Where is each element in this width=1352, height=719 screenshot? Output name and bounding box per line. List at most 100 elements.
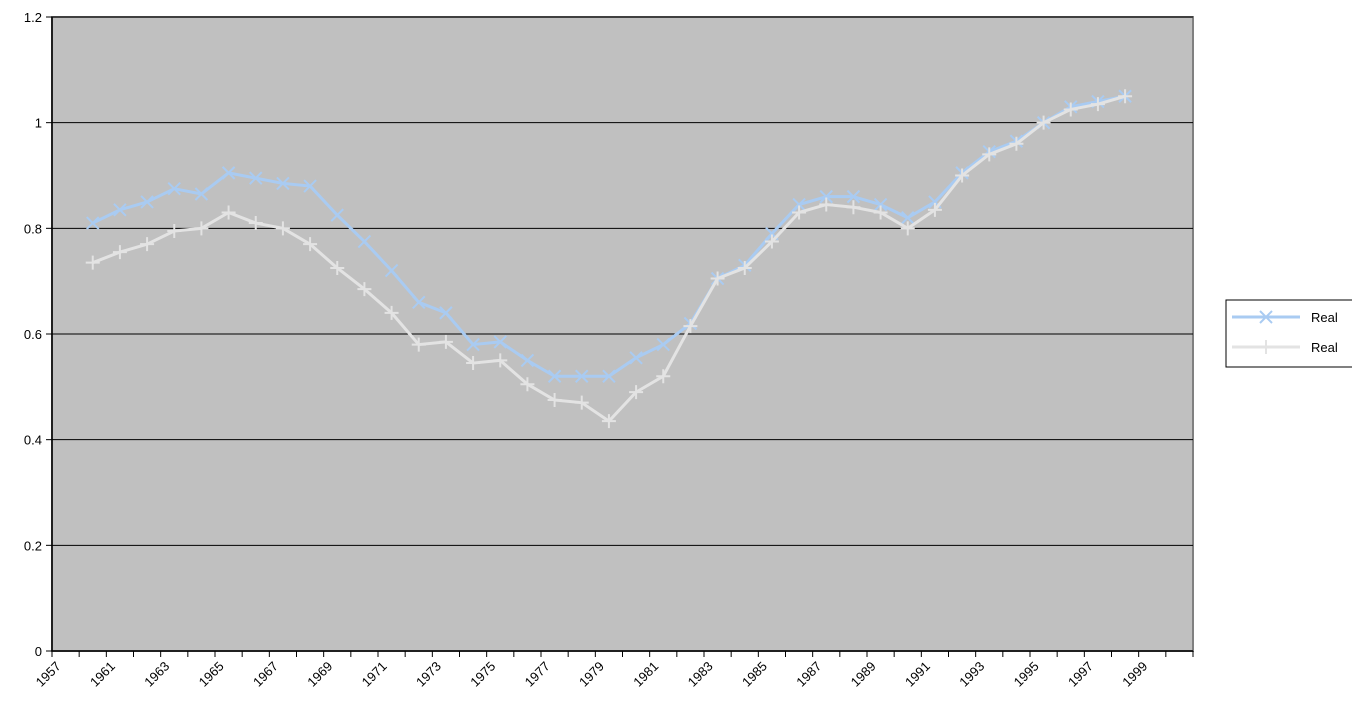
marker	[520, 377, 535, 392]
marker	[1063, 102, 1078, 117]
x-tick-label: 1971	[359, 659, 390, 690]
x-tick-label: 1963	[141, 659, 172, 690]
legend-box	[1225, 299, 1352, 368]
marker	[357, 282, 372, 297]
marker	[901, 211, 915, 225]
marker	[221, 205, 236, 220]
marker	[113, 203, 127, 217]
marker	[629, 351, 643, 365]
marker	[819, 189, 833, 204]
marker	[873, 197, 888, 212]
marker	[547, 393, 562, 408]
marker	[412, 295, 426, 310]
x-tick-label: 1989	[848, 659, 879, 690]
x-tick-label: 1997	[1065, 659, 1096, 690]
marker	[792, 197, 806, 212]
marker	[1036, 115, 1051, 130]
x-tick-label: 1983	[685, 659, 716, 690]
y-tick-label: 0.6	[24, 327, 42, 342]
marker	[276, 176, 290, 191]
x-tick-label: 1967	[250, 659, 281, 690]
marker	[873, 205, 888, 220]
y-tick-label: 1	[35, 116, 42, 131]
marker	[574, 395, 589, 410]
marker	[194, 221, 209, 236]
legend-label: Real	[1311, 310, 1338, 325]
marker	[330, 208, 344, 222]
marker	[86, 216, 100, 230]
marker	[140, 237, 155, 252]
x-tick-label: 1975	[467, 659, 498, 690]
x-tick-label: 1981	[630, 659, 661, 690]
marker	[982, 147, 997, 162]
legend-marker	[1259, 310, 1273, 324]
y-tick-label: 0.2	[24, 538, 42, 553]
marker	[955, 168, 970, 183]
x-tick-label: 1977	[522, 659, 553, 690]
marker	[846, 200, 861, 215]
marker	[221, 166, 236, 180]
marker	[493, 335, 507, 349]
marker	[438, 334, 453, 349]
marker	[1118, 89, 1133, 104]
legend-marker	[1259, 340, 1273, 354]
marker	[1009, 136, 1024, 151]
marker	[330, 260, 345, 275]
marker	[520, 353, 535, 368]
marker	[303, 237, 318, 252]
x-tick-label: 1985	[739, 659, 770, 690]
y-tick-label: 0	[35, 644, 42, 659]
x-tick-label: 1961	[87, 659, 118, 690]
x-tick-label: 1987	[793, 659, 824, 690]
x-tick-label: 1991	[902, 659, 933, 690]
x-tick-label: 1999	[1119, 659, 1150, 690]
marker	[737, 260, 752, 275]
marker	[1090, 97, 1105, 112]
x-tick-label: 1995	[1011, 659, 1042, 690]
marker	[493, 353, 508, 368]
x-tick-label: 1993	[956, 659, 987, 690]
x-tick-label: 1973	[413, 659, 444, 690]
marker	[112, 245, 127, 260]
marker	[249, 171, 263, 185]
marker	[792, 205, 807, 220]
marker	[764, 234, 779, 249]
marker	[547, 369, 562, 383]
marker	[846, 189, 861, 204]
y-tick-label: 0.8	[24, 221, 42, 236]
marker	[194, 187, 209, 201]
x-tick-label: 1979	[576, 659, 607, 690]
marker	[927, 202, 942, 217]
marker	[683, 319, 698, 334]
marker	[900, 221, 915, 236]
marker	[629, 385, 644, 400]
marker	[466, 356, 481, 371]
marker	[85, 255, 100, 270]
marker	[248, 216, 263, 231]
marker	[656, 369, 671, 384]
marker	[357, 234, 372, 249]
legend-label: Real	[1311, 340, 1338, 355]
x-tick-label: 1969	[304, 659, 335, 690]
marker	[466, 337, 480, 352]
marker	[656, 337, 670, 352]
x-tick-label: 1965	[196, 659, 227, 690]
marker	[602, 369, 616, 383]
marker	[819, 197, 834, 212]
marker	[411, 337, 426, 352]
marker	[575, 369, 589, 383]
marker	[384, 305, 399, 320]
marker	[275, 221, 290, 236]
marker	[710, 271, 725, 286]
x-tick-label: 1957	[33, 659, 64, 690]
marker	[601, 414, 616, 429]
marker	[303, 179, 317, 193]
marker	[439, 306, 453, 320]
marker	[384, 263, 399, 278]
marker	[140, 195, 154, 209]
marker	[167, 223, 182, 238]
marker	[167, 182, 181, 196]
y-tick-label: 1.2	[24, 10, 42, 25]
y-tick-label: 0.4	[24, 433, 42, 448]
